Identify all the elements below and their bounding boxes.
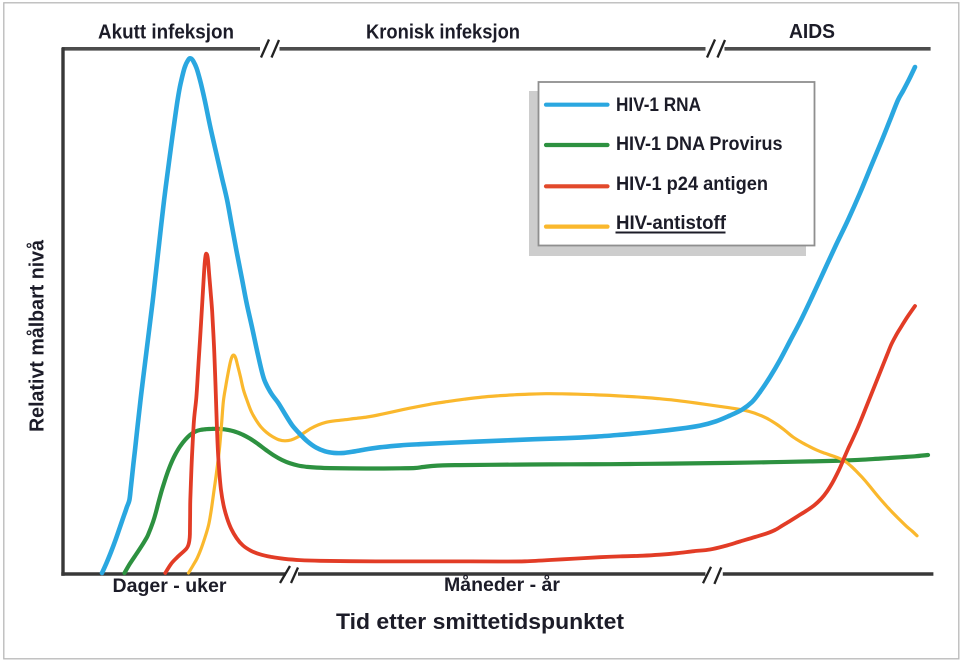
svg-text:HIV-1 p24 antigen: HIV-1 p24 antigen [616,174,768,195]
svg-text:Dager - uker: Dager - uker [113,576,228,597]
svg-text:Måneder - år: Måneder - år [444,575,561,596]
svg-text:HIV-1 DNA Provirus: HIV-1 DNA Provirus [616,134,783,155]
svg-text:Tid etter smittetidspunktet: Tid etter smittetidspunktet [336,609,625,634]
svg-text:Kronisk infeksjon: Kronisk infeksjon [366,21,520,44]
svg-text:HIV-1 RNA: HIV-1 RNA [616,95,701,116]
svg-text:AIDS: AIDS [789,20,835,43]
svg-text:HIV-antistoff: HIV-antistoff [616,213,727,234]
svg-text:Akutt infeksjon: Akutt infeksjon [98,21,234,44]
svg-text:Relativt målbart nivå: Relativt målbart nivå [26,239,49,432]
